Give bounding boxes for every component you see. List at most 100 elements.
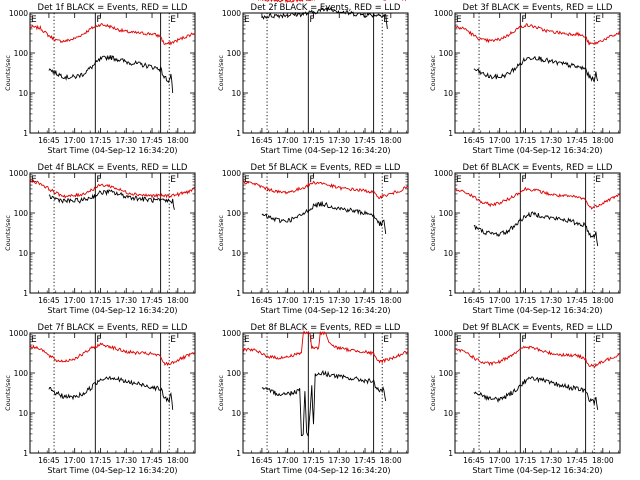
series-events xyxy=(48,189,175,210)
y-tick-label: 100 xyxy=(14,209,29,218)
corner-label: E xyxy=(456,335,462,345)
corner-label: E xyxy=(456,175,462,185)
y-tick-label: 100 xyxy=(439,49,454,58)
x-tick-label: 17:45 xyxy=(354,136,376,145)
x-tick-label: 17:45 xyxy=(566,136,588,145)
x-tick-label: 16:45 xyxy=(463,296,485,305)
x-tick-label: 17:00 xyxy=(277,136,299,145)
x-tick-label: 17:30 xyxy=(328,456,350,465)
subplot-title: Det 5f BLACK = Events, RED = LLD xyxy=(251,163,401,173)
y-tick-label: 1 xyxy=(23,449,28,458)
x-axis-label: Start Time (04-Sep-12 16:34:20) xyxy=(47,466,177,475)
x-axis-label: Start Time (04-Sep-12 16:34:20) xyxy=(472,146,602,155)
subplot-title: Det 6f BLACK = Events, RED = LLD xyxy=(463,163,613,173)
corner-label: E xyxy=(456,15,462,25)
series-events xyxy=(261,6,388,29)
x-tick-label: 18:00 xyxy=(380,456,402,465)
series-events xyxy=(473,55,599,83)
y-axis-label: Counts/sec xyxy=(429,375,437,411)
y-tick-label: 100 xyxy=(439,209,454,218)
x-tick-label: 17:15 xyxy=(303,136,325,145)
x-tick-label: 17:45 xyxy=(354,456,376,465)
x-tick-label: 18:00 xyxy=(380,136,402,145)
corner-label: E xyxy=(31,335,37,345)
x-tick-label: 17:15 xyxy=(90,296,112,305)
plot-frame xyxy=(454,12,621,134)
y-tick-label: 1000 xyxy=(434,9,453,18)
x-tick-label: 16:45 xyxy=(251,456,273,465)
x-tick-label: 16:45 xyxy=(38,296,60,305)
x-tick-label: 17:45 xyxy=(141,456,163,465)
y-tick-label: 1 xyxy=(448,129,453,138)
x-tick-label: 17:30 xyxy=(115,296,137,305)
series-events xyxy=(48,375,174,410)
x-tick-label: 17:30 xyxy=(540,136,562,145)
time-marker-label: E xyxy=(383,335,389,345)
time-marker-label: F xyxy=(96,15,101,25)
x-tick-label: 17:00 xyxy=(489,456,511,465)
y-tick-label: 100 xyxy=(14,49,29,58)
x-tick-label: 18:00 xyxy=(167,136,189,145)
y-tick-label: 1000 xyxy=(222,169,241,178)
x-tick-label: 17:15 xyxy=(90,136,112,145)
series-events xyxy=(48,54,174,94)
series-events xyxy=(473,376,599,410)
subplot-title: Det 7f BLACK = Events, RED = LLD xyxy=(38,323,188,333)
series-events xyxy=(261,370,387,438)
x-tick-label: 17:30 xyxy=(540,296,562,305)
x-tick-label: 17:00 xyxy=(277,456,299,465)
plot-frame xyxy=(29,172,196,294)
x-tick-label: 16:45 xyxy=(251,136,273,145)
x-tick-label: 17:00 xyxy=(277,296,299,305)
y-axis-label: Counts/sec xyxy=(217,55,225,91)
subplot-7: Det 7f BLACK = Events, RED = LLD 1 10 100 10… xyxy=(4,323,196,475)
subplot-title: Det 4f BLACK = Events, RED = LLD xyxy=(38,163,188,173)
y-tick-label: 1 xyxy=(23,129,28,138)
time-marker-label: E xyxy=(595,335,601,345)
x-tick-label: 18:00 xyxy=(592,296,614,305)
x-tick-label: 18:00 xyxy=(167,296,189,305)
x-tick-label: 17:45 xyxy=(566,456,588,465)
x-tick-label: 17:45 xyxy=(141,136,163,145)
y-axis-label: Counts/sec xyxy=(429,215,437,251)
y-tick-label: 1000 xyxy=(9,329,28,338)
y-tick-label: 10 xyxy=(443,89,453,98)
time-marker-label: F xyxy=(521,175,526,185)
y-axis-label: Counts/sec xyxy=(217,375,225,411)
time-marker-label: F xyxy=(521,335,526,345)
x-tick-label: 18:00 xyxy=(592,136,614,145)
time-marker-label: E xyxy=(170,175,176,185)
plot-frame xyxy=(29,332,196,454)
y-tick-label: 1000 xyxy=(222,9,241,18)
x-tick-label: 17:15 xyxy=(515,456,537,465)
series-lld xyxy=(29,342,195,367)
y-tick-label: 1 xyxy=(448,449,453,458)
x-tick-label: 17:30 xyxy=(540,456,562,465)
plot-frame xyxy=(242,172,409,294)
plot-frame xyxy=(242,12,409,134)
y-tick-label: 1000 xyxy=(9,9,28,18)
x-tick-label: 18:00 xyxy=(592,456,614,465)
corner-label: E xyxy=(31,15,37,25)
time-marker-label: F xyxy=(521,15,526,25)
y-axis-label: Counts/sec xyxy=(217,215,225,251)
y-tick-label: 1 xyxy=(236,449,241,458)
time-marker-label: F xyxy=(96,175,101,185)
y-axis-label: Counts/sec xyxy=(4,375,12,411)
subplot-title: Det 3f BLACK = Events, RED = LLD xyxy=(463,3,613,13)
time-marker-label: E xyxy=(383,175,389,185)
subplot-title: Det 1f BLACK = Events, RED = LLD xyxy=(38,3,188,13)
x-tick-label: 17:30 xyxy=(328,296,350,305)
x-axis-label: Start Time (04-Sep-12 16:34:20) xyxy=(47,146,177,155)
x-axis-label: Start Time (04-Sep-12 16:34:20) xyxy=(260,306,390,315)
y-tick-label: 100 xyxy=(14,369,29,378)
x-tick-label: 17:00 xyxy=(64,296,86,305)
y-tick-label: 1000 xyxy=(9,169,28,178)
y-tick-label: 100 xyxy=(227,369,242,378)
x-tick-label: 16:45 xyxy=(38,136,60,145)
x-tick-label: 17:15 xyxy=(515,136,537,145)
time-marker-label: F xyxy=(309,15,314,25)
x-tick-label: 17:00 xyxy=(64,136,86,145)
series-lld xyxy=(29,179,196,199)
corner-label: E xyxy=(31,175,37,185)
